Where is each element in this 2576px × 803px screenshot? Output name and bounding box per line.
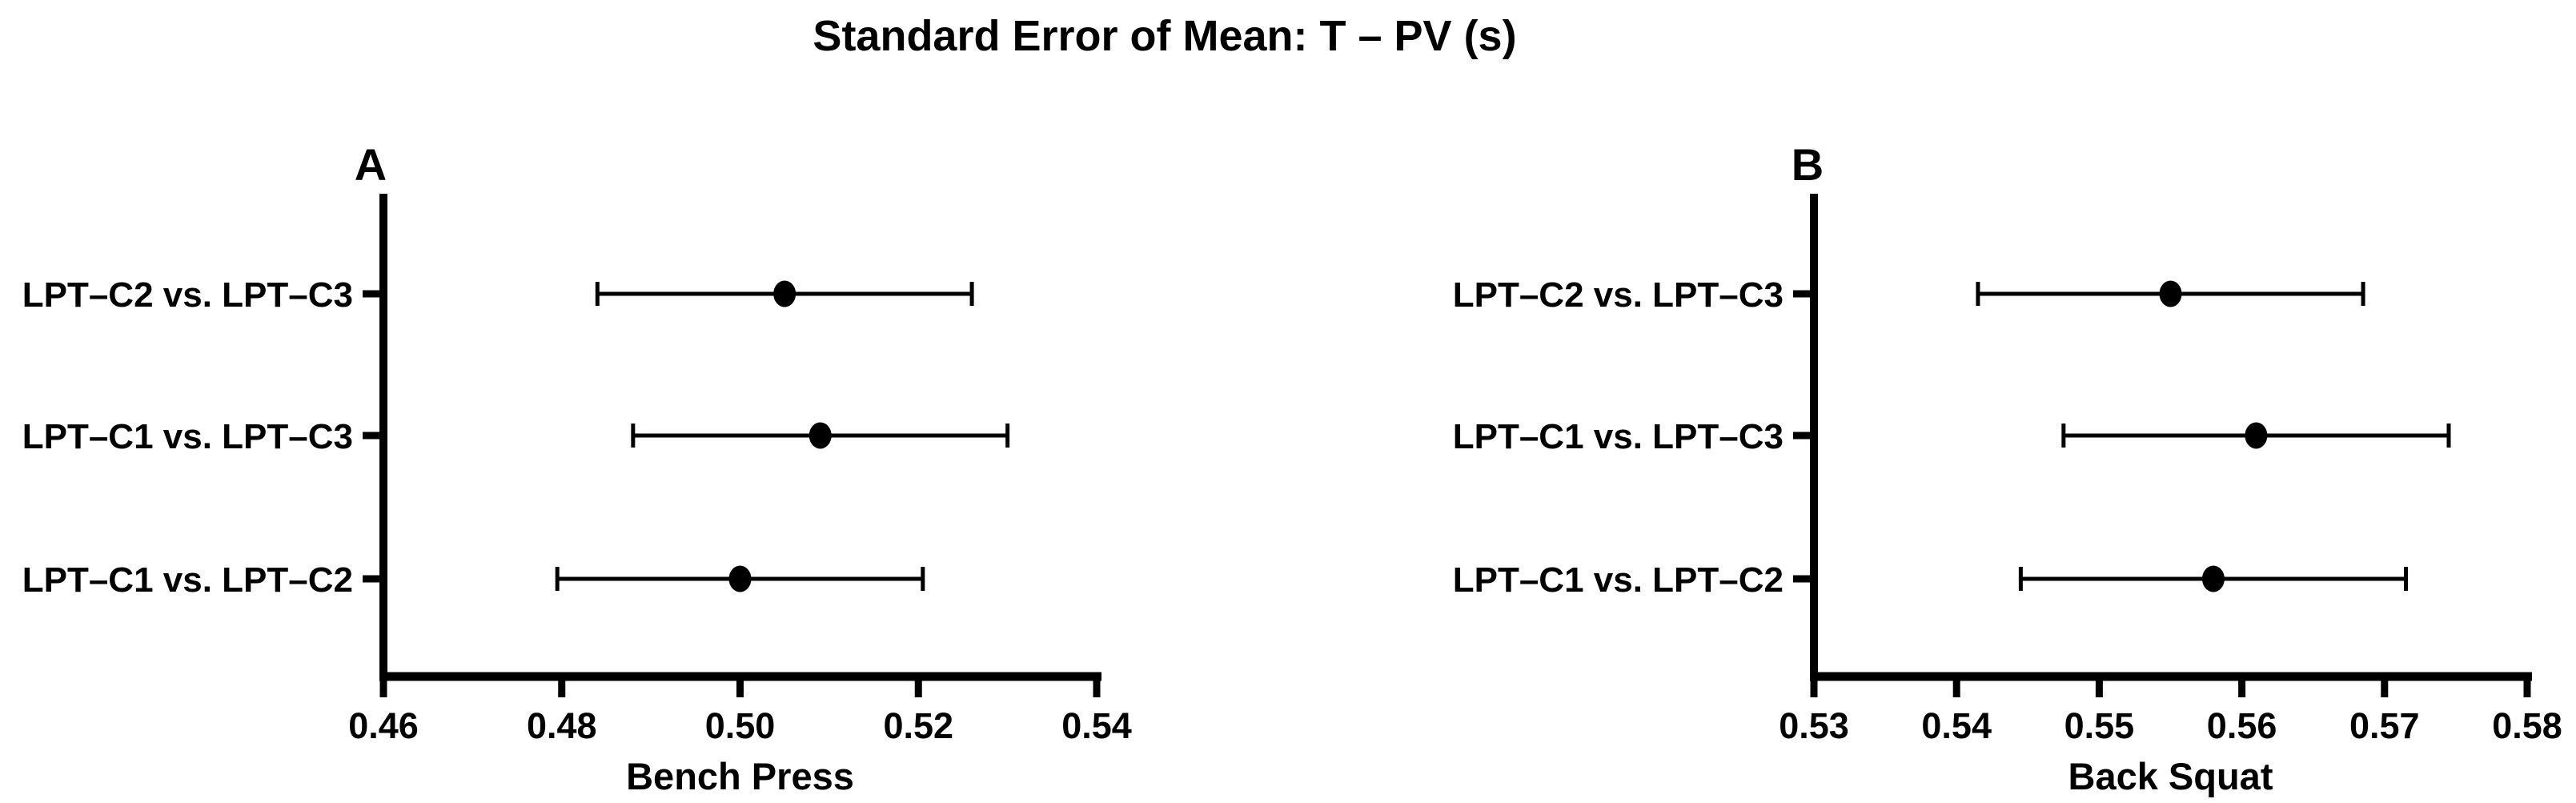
panel-a-category-label-1: LPT–C1 vs. LPT–C3 bbox=[22, 417, 353, 456]
panel-b-x-tick-label-3: 0.56 bbox=[2207, 705, 2277, 746]
panel-b-x-tick-label-0: 0.53 bbox=[1779, 705, 1849, 746]
panel-a-x-tick-label-2: 0.50 bbox=[705, 705, 776, 746]
panel-b-x-axis-label: Back Squat bbox=[2068, 755, 2273, 797]
panel-a-label: A bbox=[355, 139, 387, 190]
panel-b-category-label-0: LPT–C2 vs. LPT–C3 bbox=[1453, 275, 1784, 315]
panel-a-x-tick-label-0: 0.46 bbox=[348, 705, 419, 746]
panel-a-mean-marker-0 bbox=[773, 280, 796, 307]
panel-b-mean-marker-0 bbox=[2159, 280, 2182, 307]
panel-b-mean-marker-2 bbox=[2201, 565, 2225, 592]
panel-b-x-tick-label-4: 0.57 bbox=[2349, 705, 2420, 746]
panel-a-mean-marker-1 bbox=[809, 422, 832, 449]
panel-b-x-tick-label-2: 0.55 bbox=[2064, 705, 2135, 746]
panel-a-category-label-2: LPT–C1 vs. LPT–C2 bbox=[22, 560, 353, 600]
panel-a-mean-marker-2 bbox=[728, 565, 752, 592]
panel-b-x-tick-label-1: 0.54 bbox=[1921, 705, 1992, 746]
panel-a-x-tick-label-4: 0.54 bbox=[1061, 705, 1132, 746]
panel-b-mean-marker-1 bbox=[2245, 422, 2268, 449]
panel-a-category-label-0: LPT–C2 vs. LPT–C3 bbox=[22, 275, 353, 315]
panel-a-x-axis-label: Bench Press bbox=[626, 755, 854, 797]
figure-title: Standard Error of Mean: T – PV (s) bbox=[813, 12, 1517, 60]
panel-b-x-tick-label-5: 0.58 bbox=[2492, 705, 2562, 746]
panel-a-x-tick-label-1: 0.48 bbox=[527, 705, 597, 746]
panel-b-label: B bbox=[1792, 139, 1824, 190]
panel-b-category-label-2: LPT–C1 vs. LPT–C2 bbox=[1453, 560, 1784, 600]
panel-b-category-label-1: LPT–C1 vs. LPT–C3 bbox=[1453, 417, 1784, 456]
panel-a-x-tick-label-3: 0.52 bbox=[883, 705, 953, 746]
